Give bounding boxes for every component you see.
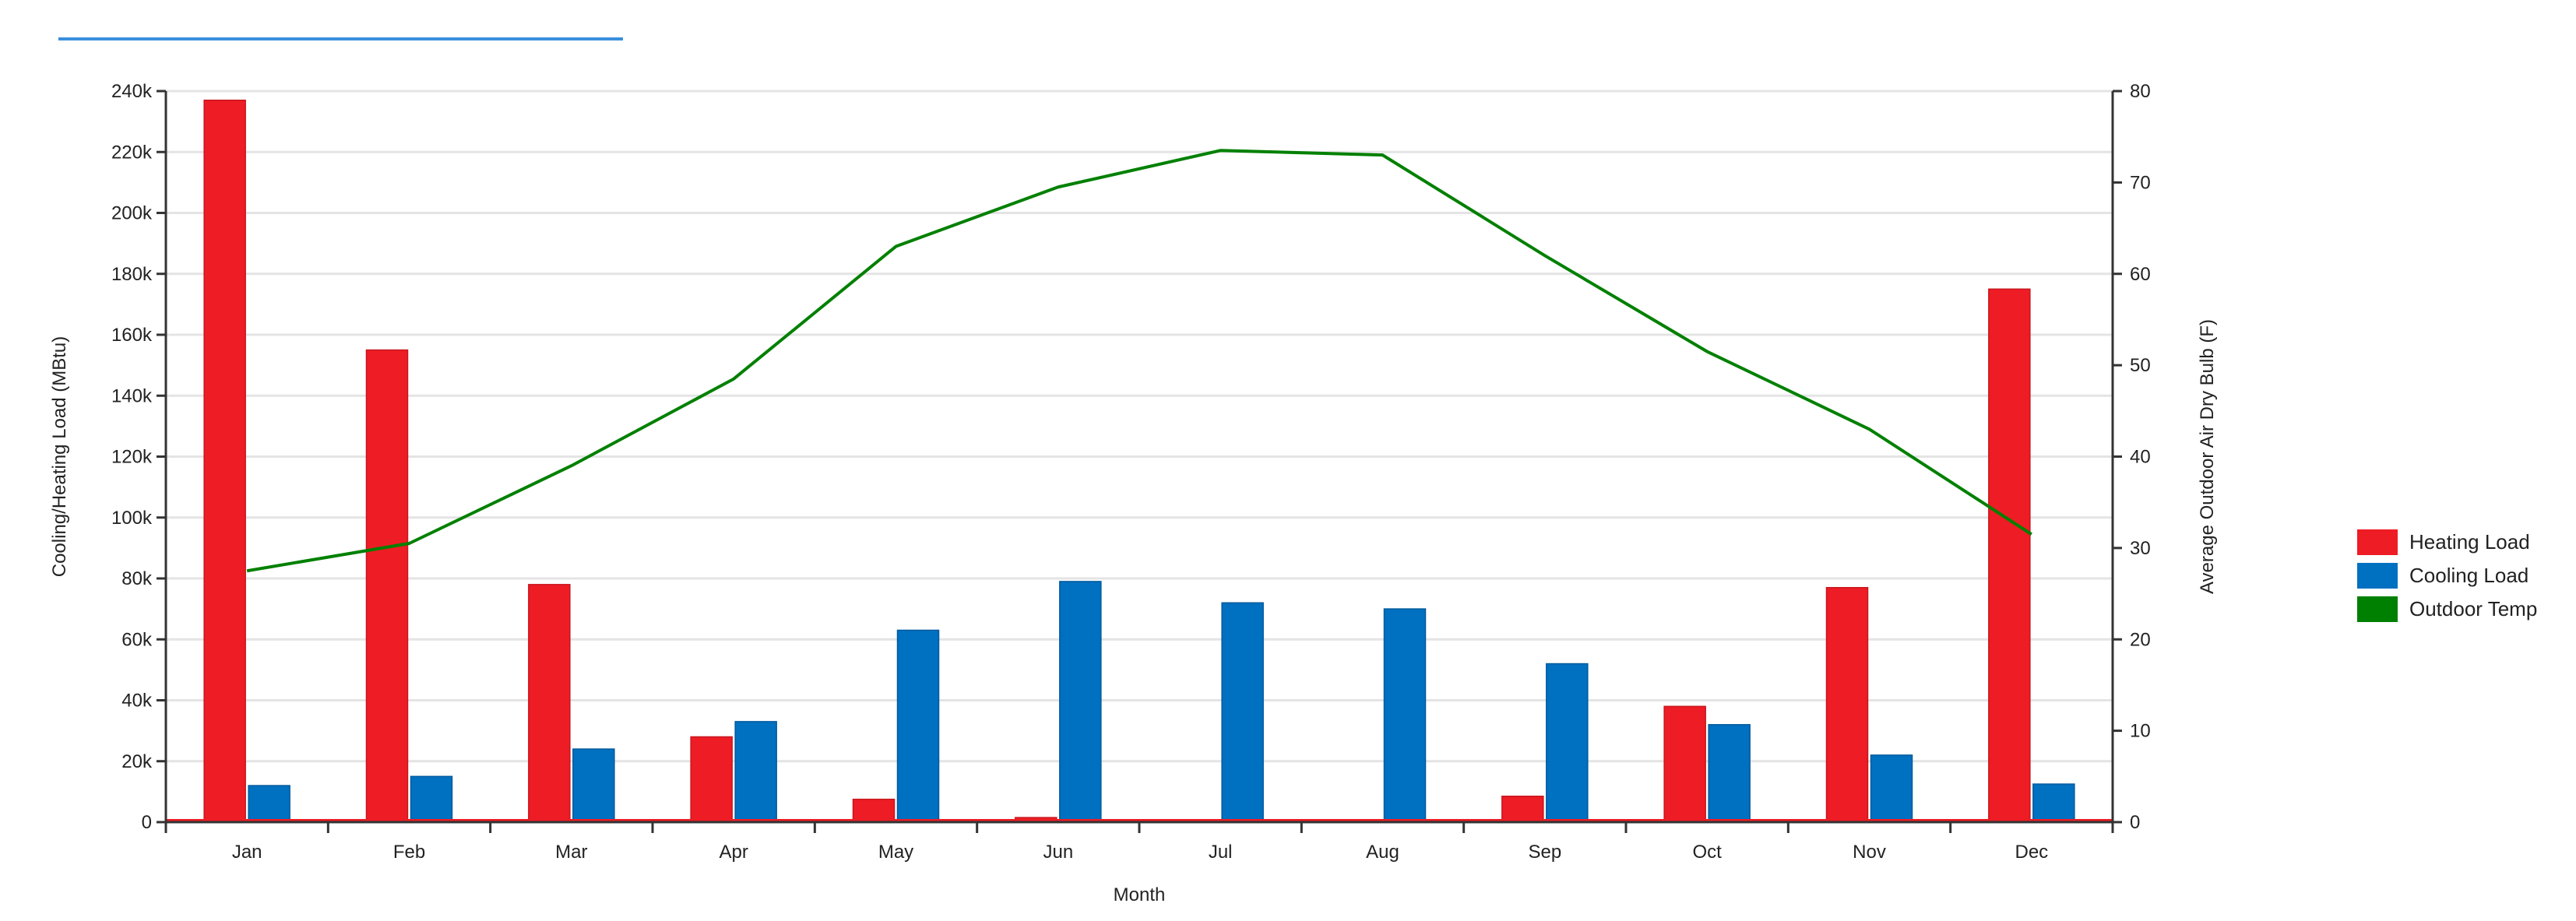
y2-tick-label: 30 bbox=[2130, 538, 2151, 559]
x-tick-label: Mar bbox=[555, 842, 587, 863]
y-tick-label: 0 bbox=[142, 812, 152, 833]
cooling-load-legend-swatch bbox=[2357, 563, 2398, 589]
cooling-load-bar bbox=[1221, 602, 1264, 823]
x-tick-label: Apr bbox=[719, 842, 748, 863]
cooling-load-legend-label: Cooling Load bbox=[2409, 564, 2528, 587]
x-tick-label: Sep bbox=[1528, 842, 1561, 863]
bar-series bbox=[203, 99, 2075, 823]
y-tick-label: 20k bbox=[121, 751, 153, 772]
cooling-load-bar bbox=[896, 629, 940, 823]
cooling-load-bar bbox=[1059, 581, 1102, 823]
cooling-load-bar bbox=[2032, 783, 2075, 823]
y2-tick-label: 70 bbox=[2130, 172, 2151, 193]
y-tick-label: 160k bbox=[111, 325, 153, 346]
y2-axis-title: Average Outdoor Air Dry Bulb (F) bbox=[2197, 319, 2218, 594]
y2-tick-label: 80 bbox=[2130, 81, 2151, 102]
y-tick-label: 40k bbox=[121, 691, 153, 712]
y-tick-label: 240k bbox=[111, 81, 153, 102]
y-tick-label: 80k bbox=[121, 568, 153, 589]
outdoor-temp-legend-swatch bbox=[2357, 596, 2398, 622]
heating-load-bar bbox=[203, 99, 246, 823]
cooling-load-bar bbox=[410, 775, 453, 823]
heating-load-legend-swatch bbox=[2357, 529, 2398, 555]
heating-load-legend-label: Heating Load bbox=[2409, 530, 2530, 554]
x-tick-label: Feb bbox=[393, 842, 425, 863]
heating-load-bar bbox=[1988, 288, 2031, 823]
y-tick-label: 60k bbox=[121, 629, 153, 650]
y2-tick-label: 50 bbox=[2130, 355, 2151, 376]
y-tick-label: 100k bbox=[111, 508, 153, 529]
x-tick-label: May bbox=[878, 842, 913, 863]
x-tick-label: Jun bbox=[1043, 842, 1073, 863]
x-tick-label: Oct bbox=[1692, 842, 1722, 863]
legend: Heating Load Cooling Load Outdoor Temp bbox=[2357, 529, 2537, 622]
y2-tick-label: 10 bbox=[2130, 721, 2151, 742]
outdoor-temp-line bbox=[246, 149, 2032, 573]
y-tick-label: 120k bbox=[111, 447, 153, 468]
gridlines bbox=[166, 90, 2113, 763]
cooling-load-bar bbox=[1708, 724, 1751, 823]
x-axis-title: Month bbox=[1114, 884, 1166, 905]
cooling-load-bar bbox=[1546, 663, 1589, 823]
y2-tick-label: 60 bbox=[2130, 264, 2151, 285]
x-tick-label: Aug bbox=[1366, 842, 1399, 863]
y-tick-label: 180k bbox=[111, 264, 153, 285]
x-tick-label: Jul bbox=[1209, 842, 1233, 863]
temperature-line-group bbox=[246, 149, 2032, 573]
heating-load-bar bbox=[1663, 705, 1706, 823]
heating-load-bar bbox=[528, 584, 571, 823]
y-tick-label: 200k bbox=[111, 203, 153, 224]
outdoor-temp-legend-label: Outdoor Temp bbox=[2409, 597, 2537, 620]
cooling-load-bar bbox=[734, 721, 777, 823]
heating-load-bar bbox=[365, 349, 409, 823]
heating-load-bar bbox=[690, 736, 733, 823]
y-tick-label: 140k bbox=[111, 385, 153, 406]
heating-load-bar bbox=[1825, 586, 1869, 823]
y-tick-label: 220k bbox=[111, 142, 153, 163]
cooling-load-bar bbox=[1870, 754, 1913, 823]
cooling-load-bar bbox=[1383, 608, 1427, 823]
y2-tick-label: 0 bbox=[2130, 812, 2140, 833]
cooling-load-bar bbox=[572, 748, 615, 823]
x-tick-label: Jan bbox=[232, 842, 262, 863]
y-axis-title: Cooling/Heating Load (MBtu) bbox=[49, 336, 70, 578]
x-tick-label: Dec bbox=[2015, 842, 2048, 863]
y2-tick-label: 20 bbox=[2130, 629, 2151, 650]
heating-load-bar bbox=[1501, 795, 1544, 823]
axes: 0 20k 40k 60k 80k 100k 120k 140k 160k 180k 200k 220… bbox=[111, 81, 2151, 863]
x-tick-label: Nov bbox=[1853, 842, 1886, 863]
y2-tick-label: 40 bbox=[2130, 447, 2151, 468]
heating-load-bar bbox=[852, 798, 896, 823]
cooling-load-bar bbox=[248, 785, 290, 823]
